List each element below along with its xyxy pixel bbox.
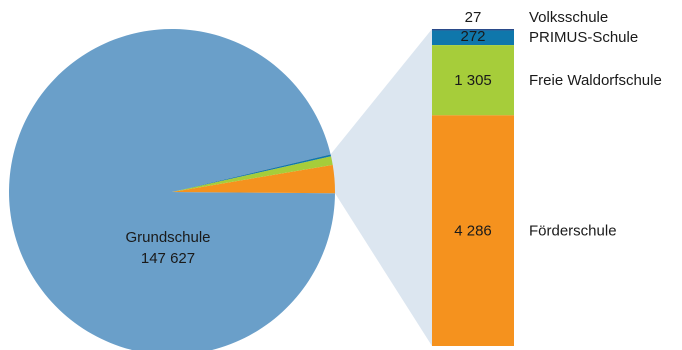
pie-slice-freie-waldorfschule xyxy=(172,156,333,192)
pie-slice-grundschule xyxy=(9,29,335,350)
bar-segment-volksschule xyxy=(432,29,514,31)
bar-value-foerderschule: 4 286 xyxy=(454,223,492,240)
bar-category-volksschule: Volksschule xyxy=(529,9,608,26)
connector-layer xyxy=(330,29,432,346)
bar-value-primus-schule: 272 xyxy=(460,28,485,45)
pie-value-grundschule: 147 627 xyxy=(141,250,195,267)
pie-layer xyxy=(9,29,335,350)
bar-category-freie-waldorfschule: Freie Waldorfschule xyxy=(529,72,662,89)
stacked-bar-layer xyxy=(432,29,514,346)
pie-slice-volksschule xyxy=(172,154,331,192)
bar-segment-freie-waldorfschule xyxy=(432,45,514,116)
pie-label-grundschule: Grundschule xyxy=(125,229,210,246)
connector-band xyxy=(330,29,432,346)
pie-slice-foerderschule xyxy=(172,164,335,194)
bar-value-freie-waldorfschule: 1 305 xyxy=(454,72,492,89)
bar-segment-primus-schule xyxy=(432,30,514,46)
bar-category-foerderschule: Förderschule xyxy=(529,223,617,240)
bar-value-volksschule: 27 xyxy=(465,9,482,26)
label-layer: Grundschule 147 627 27 Volksschule 272 PRIM… xyxy=(125,9,661,267)
bar-segment-foerderschule xyxy=(432,115,514,346)
bar-category-primus-schule: PRIMUS-Schule xyxy=(529,29,638,46)
pie-slice-primus-schule xyxy=(172,154,332,192)
